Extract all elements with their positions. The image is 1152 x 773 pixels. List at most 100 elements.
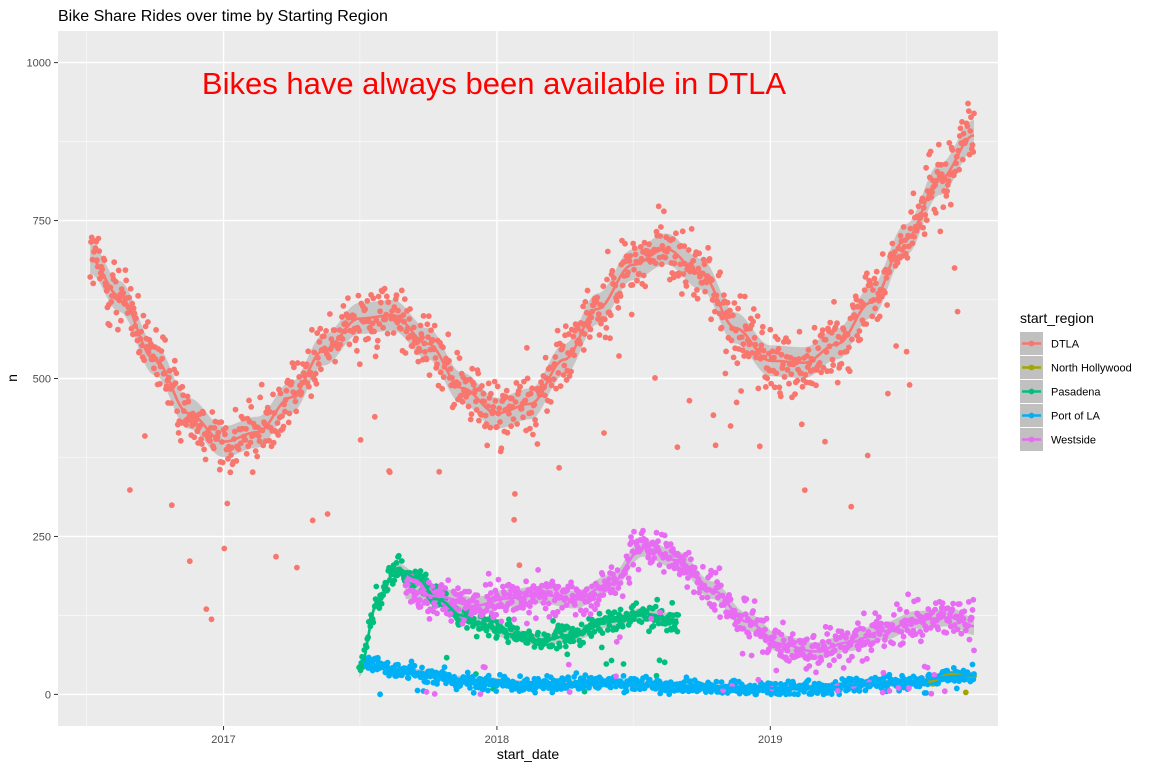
point-westside	[482, 582, 489, 588]
point-dtla	[136, 348, 143, 355]
point-westside	[546, 614, 553, 620]
point-dtla	[960, 130, 967, 137]
point-westside	[606, 576, 613, 582]
point-pasadena	[588, 633, 595, 639]
point-westside	[628, 538, 635, 545]
point-port-of-la	[374, 654, 381, 661]
point-dtla	[919, 195, 926, 202]
point-dtla	[183, 421, 190, 428]
point-port-of-la	[405, 675, 412, 681]
point-dtla	[151, 365, 157, 372]
point-dtla	[222, 431, 228, 438]
point-dtla	[173, 370, 180, 377]
point-westside	[903, 609, 910, 615]
point-westside	[426, 616, 433, 622]
point-dtla	[627, 252, 634, 259]
point-port-of-la	[772, 680, 779, 687]
point-dtla	[804, 353, 810, 359]
point-dtla	[607, 312, 614, 319]
point-westside	[616, 634, 623, 640]
point-dtla	[570, 333, 577, 340]
point-westside	[592, 606, 598, 613]
point-dtla	[530, 431, 536, 438]
point-westside	[739, 650, 746, 657]
point-westside	[432, 603, 439, 610]
point-dtla	[688, 226, 695, 232]
point-pasadena	[606, 622, 613, 629]
point-dtla	[324, 511, 331, 517]
point-westside	[928, 690, 935, 697]
point-dtla	[754, 313, 761, 319]
point-dtla	[494, 383, 501, 390]
point-pasadena	[646, 628, 652, 635]
point-westside	[648, 615, 655, 622]
point-dtla	[561, 362, 568, 369]
point-westside	[872, 610, 879, 616]
point-dtla	[130, 305, 137, 312]
y-tick-label: 0	[45, 689, 51, 701]
point-westside	[881, 643, 888, 650]
point-dtla	[940, 204, 947, 211]
point-dtla	[805, 347, 812, 353]
point-dtla	[510, 416, 517, 422]
point-dtla	[676, 270, 682, 277]
point-dtla	[728, 337, 735, 344]
point-port-of-la	[731, 677, 738, 684]
legend-label-dtla: DTLA	[1051, 339, 1080, 351]
point-dtla	[870, 287, 876, 293]
point-westside	[447, 610, 454, 617]
point-westside	[784, 647, 791, 654]
point-dtla	[738, 334, 745, 340]
point-westside	[855, 620, 861, 626]
point-dtla	[527, 390, 534, 397]
point-dtla	[346, 341, 353, 348]
point-pasadena	[564, 651, 571, 658]
point-westside	[870, 640, 876, 646]
point-dtla	[932, 210, 939, 216]
point-westside	[742, 611, 749, 618]
point-dtla	[565, 331, 572, 337]
point-dtla	[721, 292, 727, 298]
point-port-of-la	[377, 691, 383, 698]
point-dtla	[759, 323, 766, 330]
point-dtla	[822, 336, 829, 343]
point-westside	[970, 596, 977, 603]
point-westside	[657, 609, 664, 616]
point-westside	[712, 607, 718, 613]
point-dtla	[200, 410, 207, 417]
point-dtla	[642, 283, 649, 290]
point-dtla	[659, 243, 666, 249]
point-dtla	[221, 545, 228, 552]
point-dtla	[587, 326, 594, 333]
point-dtla	[321, 333, 327, 340]
point-westside	[717, 614, 723, 620]
point-westside	[919, 632, 926, 638]
point-westside	[474, 592, 481, 599]
point-dtla	[954, 308, 961, 315]
point-dtla	[294, 360, 301, 366]
point-dtla	[965, 108, 972, 114]
point-dtla	[869, 313, 876, 320]
point-pasadena	[395, 552, 402, 559]
point-dtla	[773, 370, 780, 377]
point-westside	[810, 632, 817, 639]
point-dtla	[478, 412, 485, 418]
point-dtla	[586, 334, 593, 340]
point-dtla	[828, 368, 834, 374]
point-dtla	[376, 321, 383, 327]
point-westside	[906, 685, 912, 692]
point-dtla	[764, 375, 771, 382]
point-dtla	[504, 429, 511, 436]
point-westside	[423, 689, 430, 695]
point-dtla	[383, 293, 390, 300]
point-dtla	[503, 387, 510, 394]
point-dtla	[557, 383, 564, 389]
point-westside	[743, 596, 750, 602]
point-port-of-la	[620, 673, 627, 679]
point-westside	[818, 657, 825, 664]
point-dtla	[90, 280, 97, 287]
point-dtla	[162, 337, 169, 343]
point-dtla	[528, 409, 535, 416]
point-dtla	[942, 161, 949, 168]
